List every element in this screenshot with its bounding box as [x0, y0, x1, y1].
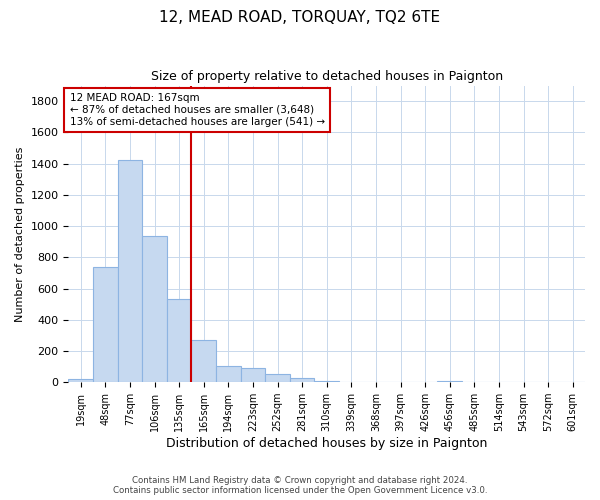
Bar — [93, 268, 118, 382]
Bar — [191, 340, 216, 382]
Bar — [142, 236, 167, 382]
X-axis label: Distribution of detached houses by size in Paignton: Distribution of detached houses by size … — [166, 437, 487, 450]
Text: Contains HM Land Registry data © Crown copyright and database right 2024.
Contai: Contains HM Land Registry data © Crown c… — [113, 476, 487, 495]
Bar — [290, 378, 314, 382]
Bar — [118, 160, 142, 382]
Text: 12 MEAD ROAD: 167sqm
← 87% of detached houses are smaller (3,648)
13% of semi-de: 12 MEAD ROAD: 167sqm ← 87% of detached h… — [70, 94, 325, 126]
Bar — [167, 300, 191, 382]
Bar — [68, 379, 93, 382]
Bar — [437, 380, 462, 382]
Bar — [241, 368, 265, 382]
Y-axis label: Number of detached properties: Number of detached properties — [15, 146, 25, 322]
Bar — [265, 374, 290, 382]
Bar — [314, 380, 339, 382]
Bar — [216, 366, 241, 382]
Title: Size of property relative to detached houses in Paignton: Size of property relative to detached ho… — [151, 70, 503, 83]
Text: 12, MEAD ROAD, TORQUAY, TQ2 6TE: 12, MEAD ROAD, TORQUAY, TQ2 6TE — [160, 10, 440, 25]
